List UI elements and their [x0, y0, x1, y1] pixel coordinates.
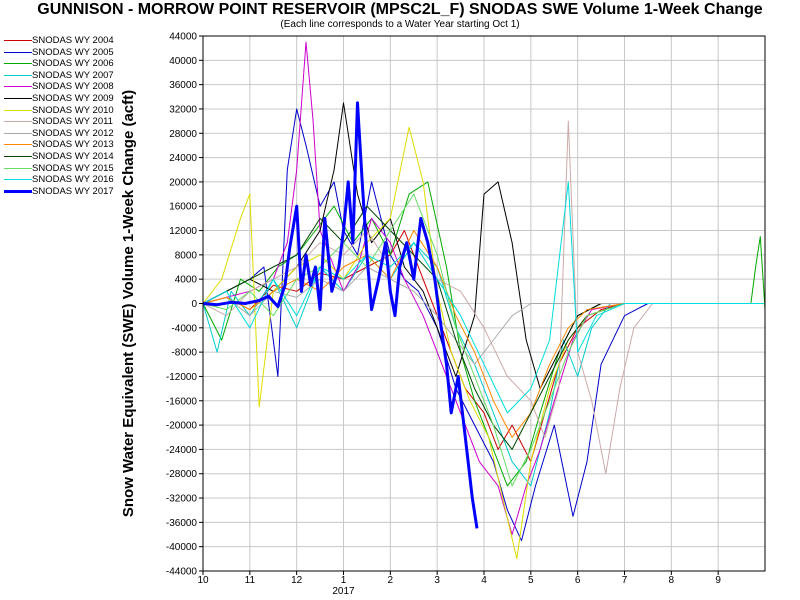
y-tick-label: -40000 [166, 542, 198, 553]
y-tick-label: -12000 [166, 372, 198, 383]
y-tick-label: 40000 [169, 56, 197, 67]
x-axis: 10 11 12 1 2 3 4 5 6 7 8 9 [197, 571, 721, 586]
legend-swatch [4, 40, 32, 41]
x-tick-label: 1 [341, 575, 347, 586]
legend-swatch [4, 189, 32, 193]
legend-swatch [4, 121, 32, 123]
y-tick-label: 28000 [169, 129, 197, 140]
y-tick-label: -20000 [166, 421, 198, 432]
y-tick-label: 8000 [175, 250, 198, 261]
y-tick-label: 16000 [169, 202, 197, 213]
y-axis: 4400040000360003200028000240002000016000… [166, 32, 203, 578]
legend-label: SNODAS WY 2011 [32, 116, 113, 128]
y-tick-label: -4000 [171, 323, 197, 334]
series-line-snodas-wy-2004 [202, 230, 765, 463]
x-tick-label: 11 [245, 575, 256, 586]
y-tick-label: 36000 [169, 80, 197, 91]
y-tick-label: -36000 [166, 518, 198, 529]
x-tick-label: 6 [575, 575, 581, 586]
legend-swatch [4, 144, 32, 146]
y-tick-label: 12000 [169, 226, 197, 237]
legend-swatch [4, 179, 32, 181]
legend-swatch [4, 74, 32, 76]
legend-item: SNODAS WY 2016 [4, 174, 144, 186]
legend-label: SNODAS WY 2009 [32, 92, 114, 104]
chart-subtitle: (Each line corresponds to a Water Year s… [280, 19, 520, 30]
y-tick-label: 20000 [169, 177, 197, 188]
x-tick-label: 12 [291, 575, 303, 586]
legend-swatch [4, 155, 32, 157]
y-tick-label: -24000 [166, 445, 198, 456]
legend-label: SNODAS WY 2013 [32, 139, 114, 151]
legend-swatch [4, 132, 32, 134]
legend-item: SNODAS WY 2014 [4, 151, 144, 163]
y-tick-label: -16000 [166, 396, 198, 407]
legend-label: SNODAS WY 2004 [32, 35, 114, 46]
legend-swatch [4, 109, 32, 111]
legend-item: SNODAS WY 2007 [4, 70, 144, 82]
y-tick-label: -28000 [166, 469, 198, 480]
legend-label: SNODAS WY 2008 [32, 81, 114, 93]
y-tick-label: -44000 [166, 567, 198, 578]
legend: SNODAS WY 2004 SNODAS WY 2005 SNODAS WY 20… [4, 35, 144, 197]
legend-label: SNODAS WY 2014 [32, 150, 114, 162]
legend-label: SNODAS WY 2005 [32, 46, 114, 58]
legend-item: SNODAS WY 2010 [4, 105, 144, 117]
y-tick-label: -32000 [166, 494, 198, 505]
legend-item: SNODAS WY 2008 [4, 81, 144, 93]
x-tick-label: 2 [388, 575, 394, 586]
legend-item: SNODAS WY 2005 [4, 47, 144, 59]
legend-label: SNODAS WY 2007 [32, 69, 114, 81]
legend-item: SNODAS WY 2012 [4, 128, 144, 140]
x-axis-year-label: 2017 [332, 586, 355, 597]
legend-label: SNODAS WY 2010 [32, 104, 114, 116]
legend-label: SNODAS WY 2015 [32, 162, 114, 174]
legend-item: SNODAS WY 2006 [4, 58, 144, 70]
x-tick-label: 9 [715, 575, 721, 586]
legend-label: SNODAS WY 2017 [32, 185, 114, 197]
y-tick-label: 32000 [169, 104, 197, 115]
legend-item: SNODAS WY 2004 [4, 35, 144, 47]
x-tick-label: 4 [481, 575, 487, 586]
series-line-snodas-wy-2015 [202, 193, 765, 487]
y-tick-label: 0 [191, 299, 197, 310]
y-tick-label: 4000 [175, 275, 198, 286]
y-tick-label: 44000 [169, 32, 197, 43]
legend-label: SNODAS WY 2006 [32, 58, 114, 70]
legend-swatch [4, 63, 32, 65]
x-tick-label: 8 [669, 575, 675, 586]
legend-swatch [4, 97, 32, 99]
x-tick-label: 3 [434, 575, 440, 586]
legend-swatch [4, 51, 32, 53]
y-tick-label: -8000 [171, 348, 197, 359]
y-axis-label: Snow Water Equivalent (SWE) Volume 1-Wee… [120, 90, 137, 517]
series-line-snodas-wy-2011 [202, 120, 765, 475]
x-tick-label: 10 [197, 575, 209, 586]
series-group [202, 41, 766, 560]
legend-label: SNODAS WY 2012 [32, 127, 114, 139]
legend-swatch [4, 167, 32, 169]
series-line-snodas-wy-2013 [202, 230, 765, 438]
legend-label: SNODAS WY 2016 [32, 174, 114, 186]
series-line-snodas-wy-2017 [202, 101, 479, 529]
series-line-snodas-wy-2016 [202, 181, 765, 414]
y-tick-label: 24000 [169, 153, 197, 164]
series-line-snodas-wy-2005 [202, 108, 765, 542]
legend-item: SNODAS WY 2009 [4, 93, 144, 105]
x-tick-label: 7 [622, 575, 628, 586]
legend-item: SNODAS WY 2017 [4, 186, 144, 198]
series-line-snodas-wy-2010 [202, 126, 765, 560]
legend-item: SNODAS WY 2013 [4, 139, 144, 151]
legend-swatch [4, 86, 32, 88]
legend-item: SNODAS WY 2011 [4, 116, 144, 128]
legend-item: SNODAS WY 2015 [4, 163, 144, 175]
x-tick-label: 5 [528, 575, 534, 586]
chart-title: GUNNISON - MORROW POINT RESERVOIR (MPSC2… [37, 1, 763, 18]
series-line-snodas-wy-2008 [202, 41, 765, 535]
